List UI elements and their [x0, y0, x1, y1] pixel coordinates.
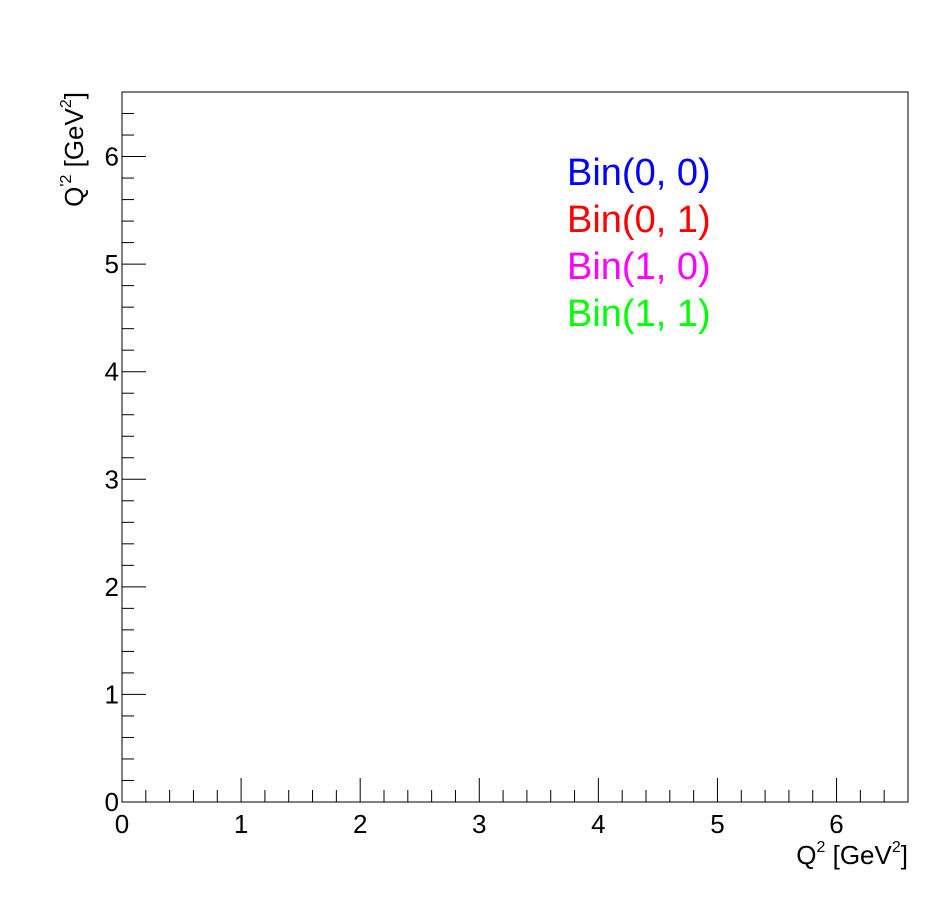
- y-tick-label: 2: [105, 572, 119, 602]
- axis-ticks: [121, 91, 909, 803]
- x-axis-title: Q2 [GeV2]: [796, 839, 908, 870]
- y-axis-title: Q'2 [GeV2]: [58, 92, 89, 207]
- y-tick-label: 4: [105, 357, 119, 387]
- legend: Bin(0, 0) Bin(0, 1) Bin(1, 0) Bin(1, 1): [567, 152, 711, 335]
- y-tick-label: 5: [105, 249, 119, 279]
- plot-frame: [121, 91, 909, 803]
- tick-labels: 0 1 2 3 4 5 6 0 1 2 3 4 5 6: [105, 142, 844, 839]
- legend-entry: Bin(0, 0): [567, 152, 711, 194]
- legend-entry: Bin(1, 1): [567, 293, 711, 335]
- y-tick-label: 6: [105, 142, 119, 172]
- x-tick-label: 5: [710, 809, 724, 839]
- legend-entry: Bin(0, 1): [567, 199, 711, 241]
- x-tick-label: 3: [472, 809, 486, 839]
- x-tick-label: 0: [115, 809, 129, 839]
- y-tick-label: 3: [105, 464, 119, 494]
- x-tick-label: 2: [353, 809, 367, 839]
- x-tick-label: 1: [234, 809, 248, 839]
- x-tick-label: 6: [829, 809, 843, 839]
- legend-entry: Bin(1, 0): [567, 246, 711, 288]
- y-tick-label: 0: [105, 787, 119, 817]
- y-tick-label: 1: [105, 679, 119, 709]
- x-tick-label: 4: [591, 809, 605, 839]
